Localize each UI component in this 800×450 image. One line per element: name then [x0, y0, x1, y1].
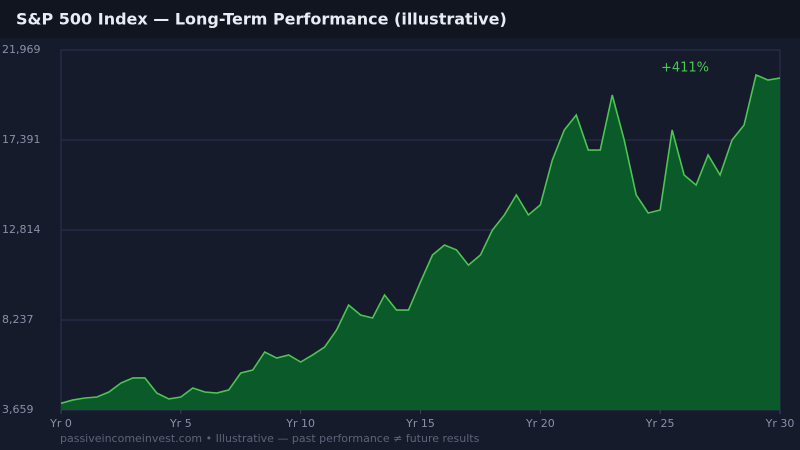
y-tick-label: 21,969: [2, 43, 41, 56]
x-tick-label: Yr 0: [49, 417, 72, 430]
y-tick-label: 17,391: [2, 133, 41, 146]
y-tick-label: 12,814: [2, 223, 41, 236]
line: [60, 73, 781, 405]
x-tick-label: Yr 30: [765, 417, 795, 430]
x-tick-label: Yr 25: [645, 417, 675, 430]
title-bar: [0, 0, 800, 38]
chart-title: S&P 500 Index — Long-Term Performance (i…: [16, 10, 507, 29]
x-tick-label: Yr 5: [169, 417, 192, 430]
x-tick-label: Yr 10: [285, 417, 315, 430]
y-tick-label: 3,659: [2, 403, 34, 416]
area-fill: [61, 74, 780, 410]
x-tick-label: Yr 20: [525, 417, 555, 430]
annotation: +411%: [661, 61, 709, 76]
x-tick-label: Yr 15: [405, 417, 435, 430]
footer: passiveincomeinvest.com • Illustrative —…: [60, 432, 480, 445]
y-tick-label: 8,237: [2, 313, 34, 326]
